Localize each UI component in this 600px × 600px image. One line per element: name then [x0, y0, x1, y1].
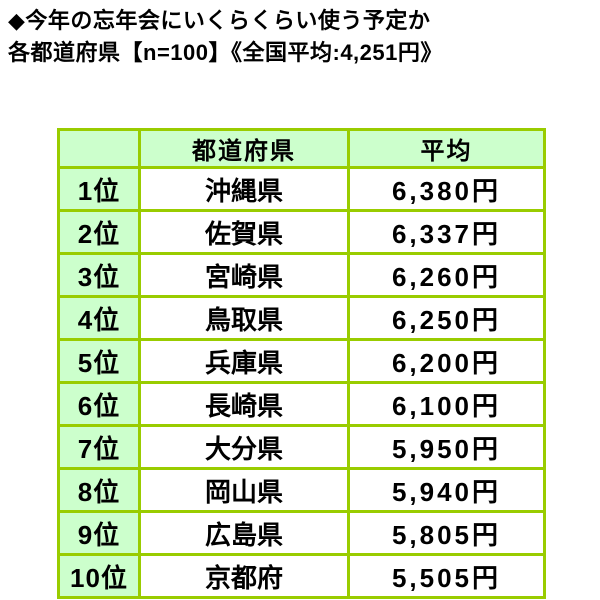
prefecture-cell: 岡山県 [138, 467, 350, 513]
prefecture-cell: 大分県 [138, 424, 350, 470]
prefecture-cell: 京都府 [138, 553, 350, 599]
average-cell: 6,200円 [347, 338, 546, 384]
rank-cell: 3位 [57, 252, 141, 298]
average-cell: 5,950円 [347, 424, 546, 470]
average-cell: 6,260円 [347, 252, 546, 298]
header-cell-rank [57, 128, 141, 169]
average-cell: 5,805円 [347, 510, 546, 556]
prefecture-cell: 鳥取県 [138, 295, 350, 341]
prefecture-cell: 沖縄県 [138, 166, 350, 212]
table-row: 7位 大分県 5,950円 [57, 424, 546, 470]
rank-cell: 7位 [57, 424, 141, 470]
table-row: 2位 佐賀県 6,337円 [57, 209, 546, 255]
prefecture-cell: 長崎県 [138, 381, 350, 427]
table-row: 4位 鳥取県 6,250円 [57, 295, 546, 341]
prefecture-cell: 宮崎県 [138, 252, 350, 298]
header-cell-prefecture: 都道府県 [138, 128, 350, 169]
rank-cell: 10位 [57, 553, 141, 599]
table-body: 1位 沖縄県 6,380円 2位 佐賀県 6,337円 3位 宮崎県 6,260… [57, 166, 546, 599]
average-cell: 6,250円 [347, 295, 546, 341]
average-cell: 6,100円 [347, 381, 546, 427]
table-row: 8位 岡山県 5,940円 [57, 467, 546, 513]
ranking-table: 都道府県 平均 1位 沖縄県 6,380円 2位 佐賀県 6,337円 3位 宮… [57, 128, 546, 599]
title-line-1: ◆今年の忘年会にいくらくらい使う予定か [8, 8, 431, 33]
prefecture-cell: 佐賀県 [138, 209, 350, 255]
table-row: 6位 長崎県 6,100円 [57, 381, 546, 427]
average-cell: 5,940円 [347, 467, 546, 513]
table-row: 10位 京都府 5,505円 [57, 553, 546, 599]
average-cell: 5,505円 [347, 553, 546, 599]
prefecture-cell: 広島県 [138, 510, 350, 556]
average-cell: 6,337円 [347, 209, 546, 255]
prefecture-cell: 兵庫県 [138, 338, 350, 384]
table-row: 1位 沖縄県 6,380円 [57, 166, 546, 212]
table-header-row: 都道府県 平均 [57, 128, 546, 169]
rank-cell: 9位 [57, 510, 141, 556]
table-row: 9位 広島県 5,805円 [57, 510, 546, 556]
rank-cell: 6位 [57, 381, 141, 427]
title-line-2: 各都道府県【n=100】《全国平均:4,251円》 [8, 40, 443, 65]
rank-cell: 1位 [57, 166, 141, 212]
header-cell-average: 平均 [347, 128, 546, 169]
rank-cell: 4位 [57, 295, 141, 341]
table-row: 5位 兵庫県 6,200円 [57, 338, 546, 384]
page-title: ◆今年の忘年会にいくらくらい使う予定か 各都道府県【n=100】《全国平均:4,… [8, 5, 443, 69]
rank-cell: 2位 [57, 209, 141, 255]
table-row: 3位 宮崎県 6,260円 [57, 252, 546, 298]
rank-cell: 5位 [57, 338, 141, 384]
average-cell: 6,380円 [347, 166, 546, 212]
rank-cell: 8位 [57, 467, 141, 513]
